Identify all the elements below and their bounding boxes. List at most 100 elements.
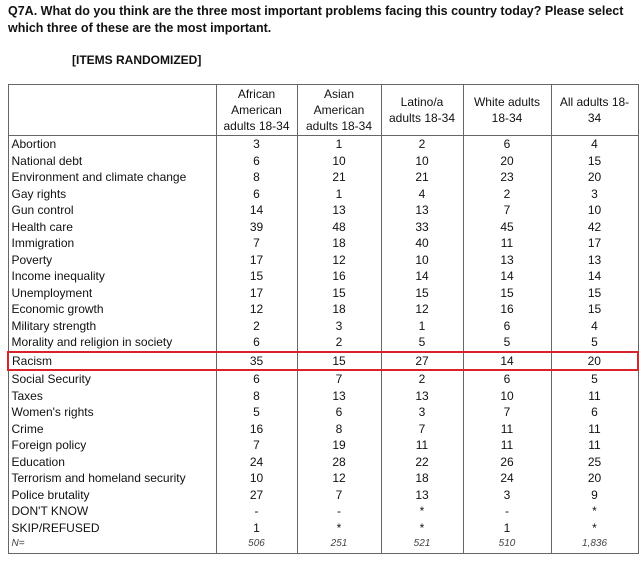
cell-value: 5 [550, 334, 639, 352]
cell-value: 24 [462, 470, 552, 487]
cell-value: 5 [550, 370, 639, 388]
cell-value: 14 [462, 350, 552, 371]
cell-value: 27 [380, 350, 464, 371]
cell-value: 20 [550, 470, 639, 487]
cell-value: 11 [550, 437, 639, 454]
row-label: SKIP/REFUSED [7, 519, 217, 536]
cell-value: 14 [462, 268, 552, 285]
cell-value: 22 [380, 453, 464, 470]
row-label: Terrorism and homeland security [7, 470, 217, 487]
cell-value: 15 [380, 284, 464, 301]
table-row: Crime 16 8 7 11 11 [7, 420, 639, 437]
cell-value: 23 [462, 169, 552, 186]
row-label: Abortion [7, 135, 217, 153]
cell-value: 6 [462, 370, 552, 388]
cell-value: 15 [215, 268, 298, 285]
cell-value: 1 [215, 519, 298, 536]
cell-value: 6 [462, 135, 552, 153]
cell-value: 9 [550, 486, 639, 503]
cell-value: 27 [215, 486, 298, 503]
cell-value: 19 [296, 437, 382, 454]
cell-value: * [550, 503, 639, 520]
cell-value: 1,836 [550, 536, 639, 554]
cell-value: * [380, 503, 464, 520]
cell-value: 26 [462, 453, 552, 470]
cell-value: 13 [462, 251, 552, 268]
cell-value: 1 [380, 317, 464, 334]
row-label: Women's rights [7, 404, 217, 421]
cell-value: - [296, 503, 382, 520]
table-row: Women's rights 5 6 3 7 6 [7, 404, 639, 421]
cell-value: 10 [550, 202, 639, 219]
cell-value: 17 [215, 284, 298, 301]
cell-value: 1 [296, 135, 382, 153]
cell-value: 6 [215, 370, 298, 388]
cell-value: 2 [380, 135, 464, 153]
table-row: Immigration 7 18 40 11 17 [7, 235, 639, 252]
cell-value: 20 [462, 152, 552, 169]
cell-value: 7 [296, 370, 382, 388]
cell-value: 12 [296, 470, 382, 487]
cell-value: 33 [380, 218, 464, 235]
cell-value: 7 [215, 235, 298, 252]
cell-value: 39 [215, 218, 298, 235]
cell-value: 1 [296, 185, 382, 202]
cell-value: 20 [550, 169, 639, 186]
cell-value: 5 [215, 404, 298, 421]
cell-value: 11 [380, 437, 464, 454]
row-label: Education [7, 453, 217, 470]
cell-value: 13 [380, 486, 464, 503]
question: Q7A. What do you think are the three mos… [8, 4, 624, 35]
table-row: Income inequality 15 16 14 14 14 [7, 268, 639, 285]
cell-value: 5 [380, 334, 464, 352]
cell-value: 11 [550, 420, 639, 437]
cell-value: 48 [296, 218, 382, 235]
cell-value: 18 [296, 235, 382, 252]
cell-value: 3 [296, 317, 382, 334]
row-label: Military strength [7, 317, 217, 334]
row-label: Foreign policy [7, 437, 217, 454]
table-row: Military strength 2 3 1 6 4 [7, 317, 639, 334]
cell-value: 510 [462, 536, 552, 554]
cell-value: 3 [215, 135, 298, 153]
cell-value: 6 [296, 404, 382, 421]
row-label: Immigration [7, 235, 217, 252]
table-row: Environment and climate change 8 21 21 23 20 [7, 169, 639, 186]
cell-value: 6 [462, 317, 552, 334]
results-table: African American adults 18-34 Asian Ameri… [7, 84, 639, 554]
row-label: Economic growth [7, 301, 217, 318]
row-label: DON'T KNOW [7, 503, 217, 520]
row-label: Police brutality [7, 486, 217, 503]
cell-value: 4 [550, 317, 639, 334]
cell-value: 16 [296, 268, 382, 285]
table-row: Racism 35 15 27 14 20 [7, 350, 639, 371]
cell-value: 10 [215, 470, 298, 487]
cell-value: 10 [296, 152, 382, 169]
cell-value: 6 [215, 152, 298, 169]
note: [ITEMS RANDOMIZED] [72, 53, 202, 67]
table-row: Abortion 3 1 2 6 4 [7, 135, 639, 153]
cell-value: * [296, 519, 382, 536]
cell-value: * [550, 519, 639, 536]
cell-value: 17 [550, 235, 639, 252]
table-row: SKIP/REFUSED 1 * * 1 * [7, 519, 639, 536]
cell-value: 12 [380, 301, 464, 318]
cell-value: 15 [462, 284, 552, 301]
cell-value: 3 [380, 404, 464, 421]
cell-value: 13 [296, 202, 382, 219]
cell-value: 14 [380, 268, 464, 285]
cell-value: 7 [215, 437, 298, 454]
row-label: Income inequality [7, 268, 217, 285]
row-label: Environment and climate change [7, 169, 217, 186]
table-row: Police brutality 27 7 13 3 9 [7, 486, 639, 503]
table-row: Economic growth 12 18 12 16 15 [7, 301, 639, 318]
cell-value: 1 [462, 519, 552, 536]
cell-value: 45 [462, 218, 552, 235]
table-row: N= 506 251 521 510 1,836 [7, 536, 639, 554]
cell-value: * [380, 519, 464, 536]
cell-value: 6 [550, 404, 639, 421]
cell-value: 16 [462, 301, 552, 318]
cell-value: - [462, 503, 552, 520]
header-row: African American adults 18-34 Asian Ameri… [7, 84, 639, 136]
cell-value: 7 [296, 486, 382, 503]
